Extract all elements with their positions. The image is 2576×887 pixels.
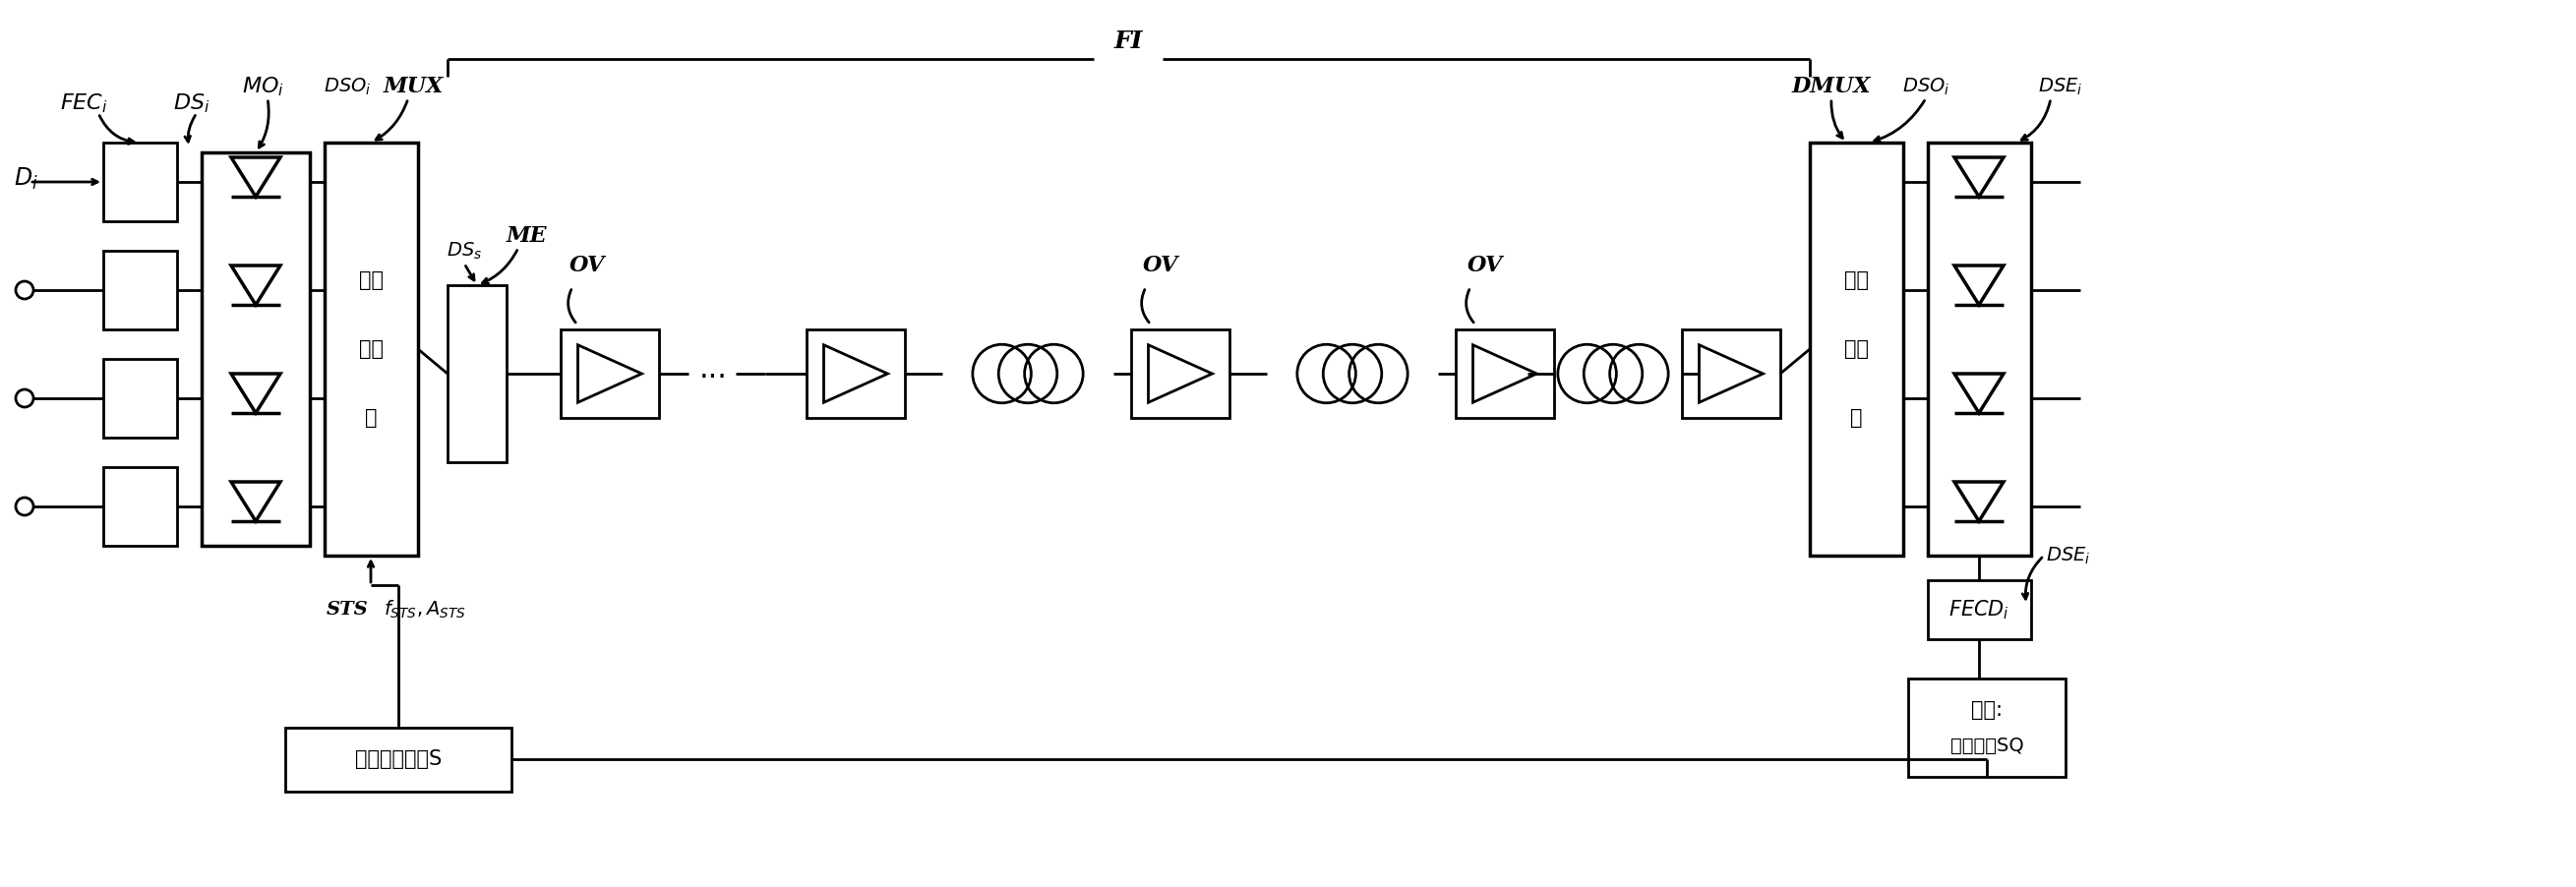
Text: $FECD_i$: $FECD_i$ [1947, 598, 2009, 621]
Text: MUX: MUX [384, 75, 443, 98]
Text: 分用: 分用 [1844, 339, 1868, 359]
Bar [103, 467, 178, 546]
Bar [325, 143, 417, 555]
Text: OV: OV [1144, 255, 1177, 277]
Text: OV: OV [1468, 255, 1502, 277]
Text: DMUX: DMUX [1793, 75, 1870, 98]
Text: 器: 器 [366, 408, 376, 428]
Text: 多路: 多路 [1844, 271, 1868, 290]
Bar [806, 329, 904, 418]
Bar [286, 727, 513, 791]
Bar [103, 143, 178, 221]
Text: $DSO_i$: $DSO_i$ [1901, 76, 1950, 97]
Text: 多路: 多路 [358, 271, 384, 290]
Text: 控制:: 控制: [1971, 700, 2002, 720]
Text: 信号质量SQ: 信号质量SQ [1950, 736, 2025, 755]
Bar [1455, 329, 1553, 418]
Text: STS: STS [325, 600, 368, 618]
Text: $DS_i$: $DS_i$ [173, 91, 211, 114]
Text: FI: FI [1113, 29, 1144, 53]
Text: $DSO_i$: $DSO_i$ [325, 76, 371, 97]
Text: $DS_s$: $DS_s$ [446, 240, 482, 262]
Bar [448, 286, 507, 462]
Text: $FEC_i$: $FEC_i$ [59, 91, 108, 114]
Text: ···: ··· [698, 365, 726, 393]
Text: $f_{STS}, A_{STS}$: $f_{STS}, A_{STS}$ [384, 599, 466, 621]
Bar [201, 153, 309, 546]
Bar [103, 359, 178, 437]
Text: 复用: 复用 [358, 339, 384, 359]
Bar [103, 251, 178, 329]
Text: 系统控制装置S: 系统控制装置S [355, 750, 440, 769]
Bar [1682, 329, 1780, 418]
Text: $MO_i$: $MO_i$ [242, 75, 283, 98]
Text: $D_i$: $D_i$ [13, 166, 39, 192]
Bar [562, 329, 659, 418]
Text: 器: 器 [1850, 408, 1862, 428]
Bar [1131, 329, 1229, 418]
Text: $DSE_i$: $DSE_i$ [2045, 546, 2092, 566]
Bar [1909, 679, 2066, 777]
Bar [1811, 143, 1904, 555]
Text: OV: OV [569, 255, 605, 277]
Bar [1927, 580, 2030, 640]
Text: $DSE_i$: $DSE_i$ [2038, 76, 2084, 97]
Text: ME: ME [505, 225, 546, 247]
Bar [1927, 143, 2030, 555]
